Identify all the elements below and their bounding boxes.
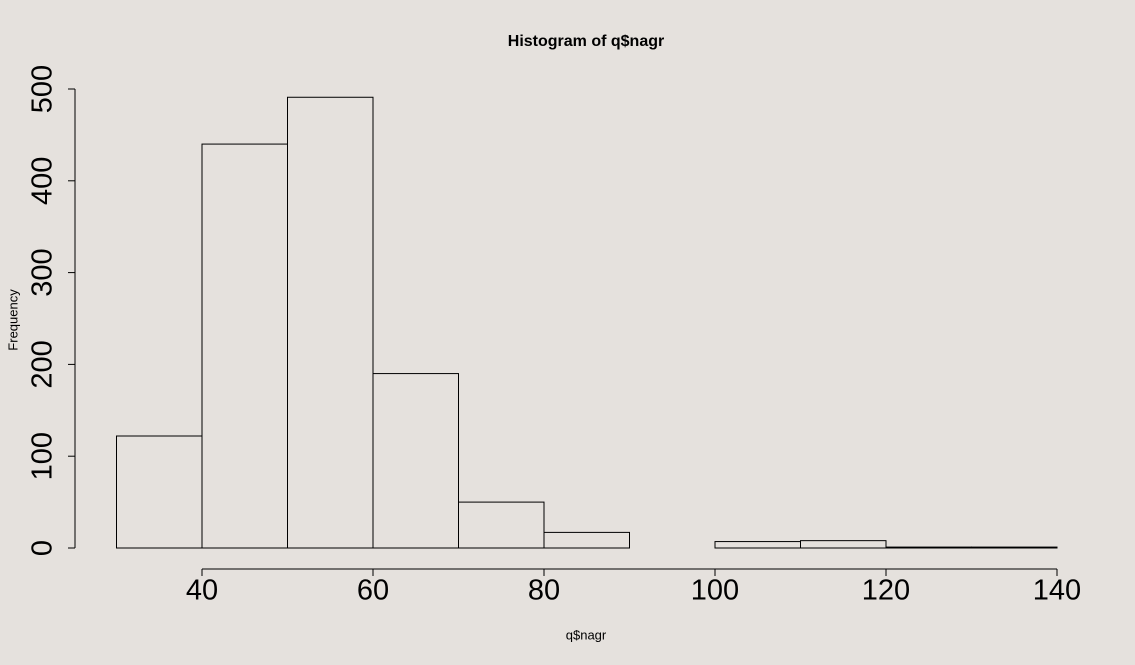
x-tick-label: 140 [1033, 575, 1081, 607]
bar [458, 501, 545, 549]
bar [800, 540, 887, 549]
x-tick-label: 120 [862, 575, 910, 607]
y-tick-label: 400 [27, 157, 59, 205]
x-tick-label: 60 [357, 575, 389, 607]
chart-title: Histogram of q$nagr [508, 33, 664, 50]
x-tick-label: 40 [186, 575, 218, 607]
y-axis-label: Frequency [5, 289, 20, 351]
bar [971, 546, 1058, 549]
x-tick-label: 100 [691, 575, 739, 607]
bar [714, 541, 801, 549]
y-tick-label: 500 [27, 65, 59, 113]
x-axis-label: q$nagr [566, 627, 607, 642]
bar [372, 373, 459, 549]
bar [885, 546, 972, 549]
y-tick-label: 100 [27, 432, 59, 480]
bar [287, 96, 374, 549]
bar [116, 435, 203, 549]
x-tick-label: 80 [528, 575, 560, 607]
y-tick-label: 300 [27, 248, 59, 296]
bar [543, 531, 630, 549]
y-tick-label: 200 [27, 340, 59, 388]
y-tick-label: 0 [27, 540, 59, 556]
bar [201, 143, 288, 549]
